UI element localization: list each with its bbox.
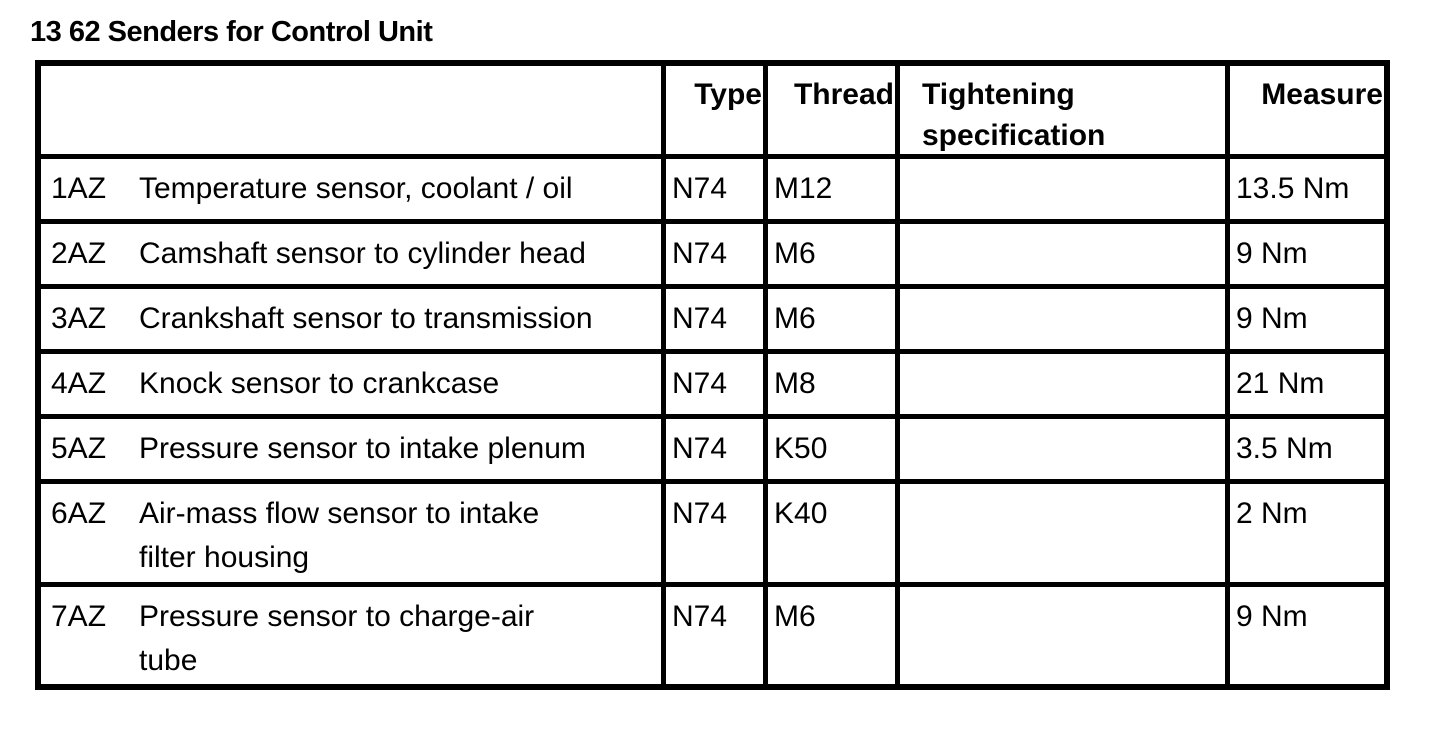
item-code: 7AZ: [51, 600, 107, 633]
type-cell: N74: [666, 419, 763, 479]
item-code: 4AZ: [51, 367, 107, 400]
item-description: Crankshaft sensor to transmission: [139, 302, 593, 335]
item-description: Pressure sensor to charge-air tube: [139, 600, 535, 677]
header-type: Type: [666, 66, 763, 154]
header-thread: Thread: [768, 66, 895, 154]
type-cell: N74: [666, 354, 763, 414]
item-description: Temperature sensor, coolant / oil: [139, 172, 573, 205]
measure-cell: 3.5 Nm: [1230, 419, 1384, 479]
table-row-item: 3AZ Crankshaft sensor to transmission: [41, 289, 661, 349]
item-description: Knock sensor to crankcase: [139, 367, 500, 400]
tightening-cell: [900, 224, 1225, 284]
table-row-item: 2AZ Camshaft sensor to cylinder head: [41, 224, 661, 284]
tightening-cell: [900, 484, 1225, 582]
senders-spec-table: Type Thread Tightening specification Mea…: [35, 60, 1390, 690]
thread-cell: M12: [768, 159, 895, 219]
item-code: 2AZ: [51, 237, 107, 270]
tightening-cell: [900, 159, 1225, 219]
item-description: Air-mass flow sensor to intake filter ho…: [139, 497, 540, 574]
type-cell: N74: [666, 224, 763, 284]
type-cell: N74: [666, 159, 763, 219]
thread-cell: M6: [768, 289, 895, 349]
type-cell: N74: [666, 587, 763, 684]
tightening-cell: [900, 587, 1225, 684]
thread-cell: K40: [768, 484, 895, 582]
tightening-cell: [900, 419, 1225, 479]
type-cell: N74: [666, 289, 763, 349]
measure-cell: 2 Nm: [1230, 484, 1384, 582]
item-code: 6AZ: [51, 497, 107, 530]
measure-cell: 21 Nm: [1230, 354, 1384, 414]
item-code: 1AZ: [51, 172, 107, 205]
measure-cell: 9 Nm: [1230, 289, 1384, 349]
table-row-item: 1AZ Temperature sensor, coolant / oil: [41, 159, 661, 219]
table-row-item: 5AZ Pressure sensor to intake plenum: [41, 419, 661, 479]
thread-cell: M8: [768, 354, 895, 414]
thread-cell: M6: [768, 587, 895, 684]
header-measure: Measure: [1230, 66, 1384, 154]
thread-cell: M6: [768, 224, 895, 284]
header-item: [41, 66, 661, 154]
item-code: 5AZ: [51, 432, 107, 465]
page-title: 13 62 Senders for Control Unit: [30, 16, 433, 48]
measure-cell: 13.5 Nm: [1230, 159, 1384, 219]
measure-cell: 9 Nm: [1230, 587, 1384, 684]
item-code: 3AZ: [51, 302, 107, 335]
item-description: Pressure sensor to intake plenum: [139, 432, 586, 465]
table-row-item: 7AZ Pressure sensor to charge-air tube: [41, 587, 661, 684]
table-row-item: 4AZ Knock sensor to crankcase: [41, 354, 661, 414]
thread-cell: K50: [768, 419, 895, 479]
tightening-cell: [900, 289, 1225, 349]
type-cell: N74: [666, 484, 763, 582]
item-description: Camshaft sensor to cylinder head: [139, 237, 586, 270]
table-row-item: 6AZ Air-mass flow sensor to intake filte…: [41, 484, 661, 582]
header-tightening-specification: Tightening specification: [900, 66, 1225, 154]
measure-cell: 9 Nm: [1230, 224, 1384, 284]
tightening-cell: [900, 354, 1225, 414]
